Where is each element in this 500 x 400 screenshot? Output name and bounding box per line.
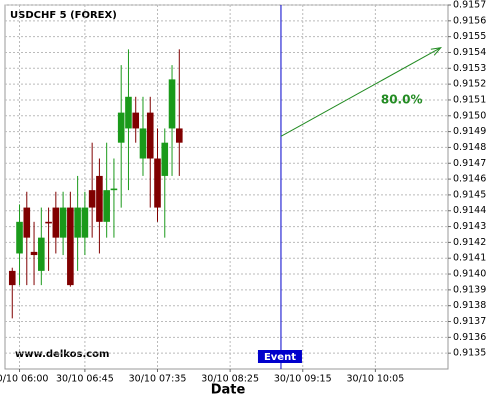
candle-body: [52, 207, 60, 238]
candle-body: [125, 96, 132, 129]
y-tick-label: 0.9141: [453, 253, 486, 264]
candle-body: [30, 251, 38, 256]
x-tick-label: 30/10 08:25: [201, 374, 259, 385]
y-tick-label: 0.9145: [453, 189, 486, 200]
candle-body: [110, 188, 118, 191]
candle-body: [96, 175, 103, 222]
candle-body: [38, 237, 45, 271]
candle-body: [45, 221, 52, 224]
y-tick-label: 0.9154: [453, 47, 486, 58]
x-tick-label: 30/10 07:35: [129, 374, 187, 385]
candle-body: [117, 112, 125, 143]
x-tick-label: 30/10 06:45: [56, 374, 114, 385]
candle-body: [81, 207, 89, 238]
candle-body: [8, 270, 16, 286]
y-tick-label: 0.9155: [453, 31, 486, 42]
y-tick-label: 0.9137: [453, 316, 486, 327]
event-box: [257, 350, 302, 363]
y-tick-label: 0.9146: [453, 174, 486, 185]
candle-body: [132, 112, 140, 129]
y-tick-label: 0.9148: [453, 142, 486, 153]
arrow-label: 80.0%: [381, 93, 423, 107]
candle-body: [67, 207, 74, 286]
y-tick-label: 0.9135: [453, 348, 486, 359]
candle-body: [168, 79, 176, 129]
y-tick-label: 0.9139: [453, 284, 486, 295]
y-tick-label: 0.9142: [453, 237, 486, 248]
y-tick-label: 0.9152: [453, 79, 486, 90]
x-axis-label: Date: [211, 383, 246, 398]
event-label: Event: [264, 352, 296, 363]
y-tick-label: 0.9140: [453, 269, 486, 280]
y-tick-label: 0.9157: [453, 0, 486, 11]
y-tick-label: 0.9138: [453, 300, 486, 311]
forecast-arrow: [280, 47, 441, 137]
arrow-head: [430, 47, 443, 56]
y-tick-label: 0.9153: [453, 63, 486, 74]
candle-body: [88, 190, 96, 208]
candle-body: [146, 112, 154, 159]
plot-frame: [4, 4, 449, 370]
y-tick-label: 0.9150: [453, 110, 486, 121]
candle-body: [59, 207, 67, 238]
candle-body: [139, 128, 147, 159]
candle-body: [16, 221, 23, 254]
x-tick-label: 30/10 09:15: [274, 374, 332, 385]
y-tick-label: 0.9144: [453, 205, 486, 216]
y-tick-label: 0.9149: [453, 126, 486, 137]
chart-title: USDCHF 5 (FOREX): [10, 10, 117, 21]
watermark: www.delkos.com: [15, 349, 109, 360]
candle-body: [161, 142, 169, 176]
y-tick-label: 0.9143: [453, 221, 486, 232]
candle-body: [74, 207, 81, 238]
x-tick-label: 30/10 06:00: [0, 374, 48, 385]
y-tick-label: 0.9147: [453, 158, 486, 169]
candle-body: [103, 190, 110, 222]
candle-body: [154, 158, 161, 208]
x-tick-label: 30/10 10:05: [346, 374, 404, 385]
candle-body: [175, 128, 183, 143]
y-tick-label: 0.9151: [453, 94, 486, 105]
y-tick-label: 0.9156: [453, 15, 486, 26]
candle-body: [23, 207, 31, 238]
y-tick-label: 0.9136: [453, 332, 486, 343]
